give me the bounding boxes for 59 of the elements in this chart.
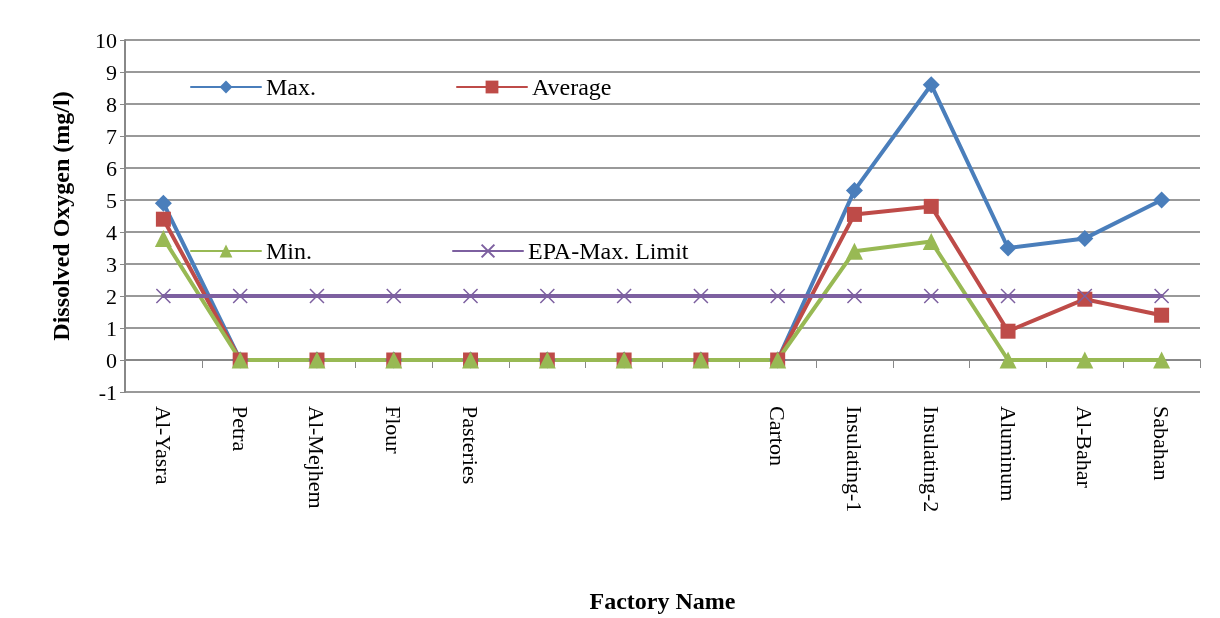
- point: [693, 288, 709, 304]
- y-tick-label: 10: [95, 27, 117, 53]
- y-tick-label: 8: [106, 91, 117, 117]
- point: [462, 288, 479, 304]
- x-tick-label: Al-Yasra: [150, 406, 176, 485]
- x-tick-label: Pasteries: [458, 406, 484, 485]
- y-tick-label: 3: [106, 251, 117, 277]
- x-axis-title: Factory Name: [589, 588, 736, 614]
- point: [846, 288, 863, 304]
- point: [155, 211, 171, 227]
- x-tick-label: Sabahan: [1149, 406, 1175, 481]
- point: [154, 229, 172, 247]
- point: [923, 198, 939, 214]
- point: [769, 288, 786, 304]
- y-tick-label: 9: [106, 59, 117, 85]
- legend-label: Max.: [266, 74, 316, 100]
- point: [999, 239, 1017, 257]
- y-tick-label: 5: [106, 187, 117, 213]
- point: [1076, 229, 1094, 247]
- point: [539, 288, 556, 304]
- point: [386, 288, 402, 304]
- legend-label: Min.: [266, 238, 313, 264]
- point: [845, 181, 863, 199]
- point: [616, 288, 632, 304]
- x-tick-label: Aluminum: [995, 406, 1021, 502]
- point: [922, 233, 940, 251]
- point: [845, 242, 863, 260]
- y-axis-title: Dissolved Oxygen (mg/l): [48, 91, 74, 341]
- x-tick-label: Carton: [765, 406, 791, 466]
- legend-label: EPA-Max. Limit: [528, 238, 689, 264]
- legend-label: Average: [531, 74, 612, 100]
- x-tick-label: Al-Bahar: [1072, 406, 1098, 489]
- point: [999, 351, 1017, 369]
- point: [1000, 288, 1016, 304]
- point: [923, 288, 939, 304]
- point: [155, 288, 172, 304]
- y-tick-label: -1: [98, 379, 117, 405]
- point: [1000, 323, 1016, 339]
- point: [922, 76, 940, 94]
- y-tick-label: 4: [106, 219, 117, 245]
- x-tick-label: Petra: [227, 406, 253, 452]
- y-tick-label: 0: [106, 347, 117, 373]
- y-tick-label: 2: [106, 283, 117, 309]
- point: [1076, 351, 1094, 369]
- x-tick-label: Insulating-2: [918, 406, 944, 513]
- point: [232, 288, 248, 304]
- y-tick-label: 6: [106, 155, 117, 181]
- point: [154, 194, 172, 212]
- point: [1153, 351, 1171, 369]
- y-tick-label: 1: [106, 315, 117, 341]
- point: [846, 206, 862, 222]
- point: [1154, 307, 1170, 323]
- point: [309, 288, 325, 304]
- point: [1153, 288, 1170, 304]
- x-tick-label: Insulating-1: [841, 406, 867, 513]
- y-tick-label: 7: [106, 123, 117, 149]
- x-tick-label: Flour: [381, 406, 407, 455]
- x-tick-label: Al-Mejhem: [304, 406, 330, 509]
- point: [1153, 191, 1171, 209]
